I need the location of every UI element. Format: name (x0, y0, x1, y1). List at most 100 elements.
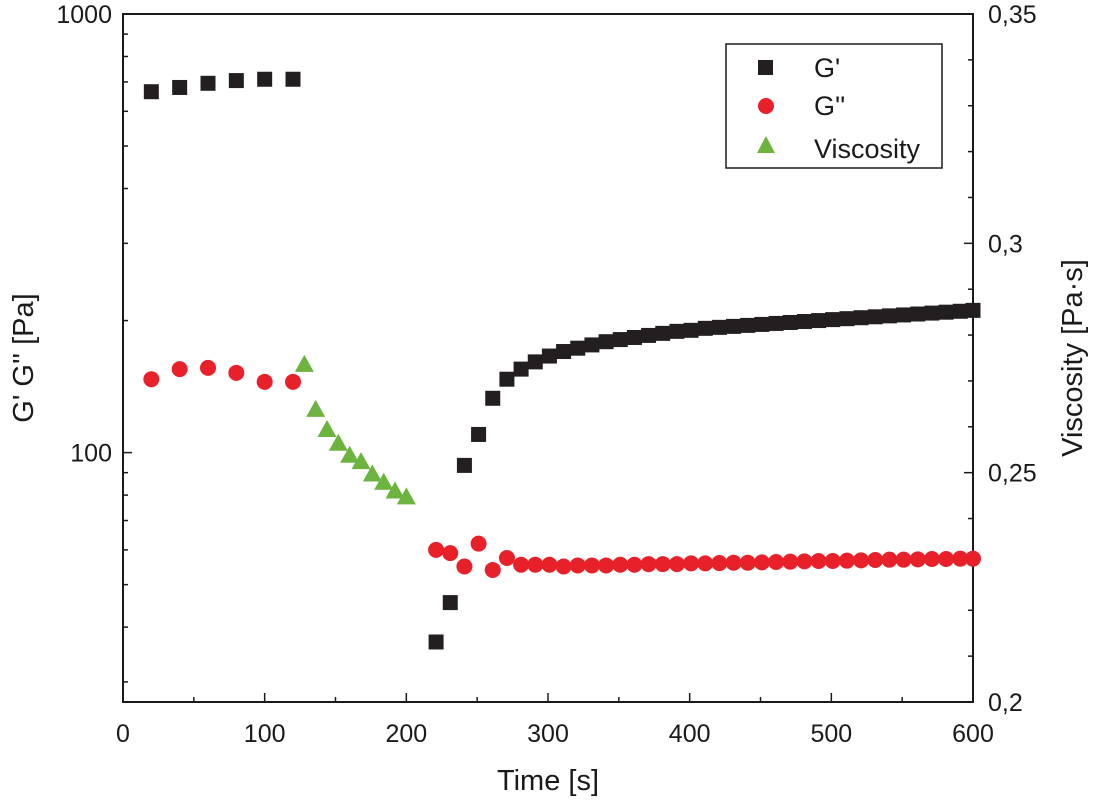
axis-ticks (122, 13, 974, 703)
data-point-g-double-prime (881, 551, 898, 568)
data-point-g-double-prime (668, 556, 685, 573)
data-point-g-double-prime (952, 550, 969, 567)
data-point-g-double-prime (895, 551, 912, 568)
y-right-tick-label: 0,3 (988, 230, 1023, 258)
data-point-g-prime (200, 75, 216, 91)
data-point-g-prime (598, 334, 614, 350)
data-point-g-double-prime (711, 555, 728, 572)
data-point-g-prime (285, 71, 301, 87)
data-point-g-prime (853, 310, 869, 326)
data-point-g-prime (485, 390, 501, 406)
data-point-g-prime (172, 79, 188, 95)
data-point-g-prime (556, 344, 572, 360)
data-point-g-prime (570, 340, 586, 356)
data-point-g-prime (499, 371, 515, 387)
data-point-g-prime (641, 327, 657, 343)
data-point-viscosity (317, 420, 337, 438)
data-point-g-prime (726, 318, 742, 334)
y-right-tick-label: 0,35 (988, 1, 1037, 29)
x-tick-label: 600 (952, 720, 994, 748)
x-tick-label: 200 (385, 720, 427, 748)
data-point-g-double-prime (909, 551, 926, 568)
data-point-g-prime (881, 308, 897, 324)
data-point-g-double-prime (256, 373, 273, 390)
data-point-g-prime (711, 319, 727, 335)
data-point-g-prime (456, 457, 472, 473)
data-point-g-double-prime (171, 361, 188, 378)
data-point-g-double-prime (739, 554, 756, 571)
data-point-g-prime (768, 315, 784, 331)
data-point-g-prime (754, 316, 770, 332)
data-point-g-double-prime (484, 561, 501, 578)
data-point-g-double-prime (626, 556, 643, 573)
data-point-g-double-prime (725, 554, 742, 571)
data-point-g-double-prime (768, 554, 785, 571)
data-point-g-double-prime (200, 359, 216, 376)
data-point-g-double-prime (428, 541, 445, 558)
data-point-g-double-prime (923, 551, 940, 568)
data-point-g-double-prime (285, 373, 301, 390)
legend-label-g-double-prime: G'' (814, 91, 845, 121)
data-point-g-double-prime (640, 556, 657, 573)
data-point-g-double-prime (753, 554, 770, 571)
data-point-g-double-prime (838, 552, 855, 569)
data-point-viscosity (374, 472, 394, 490)
data-point-g-prime (740, 317, 756, 333)
data-point-g-prime (257, 71, 273, 87)
legend-marker-g-double-prime (758, 98, 774, 114)
x-tick-label: 500 (810, 720, 852, 748)
x-axis-title: Time [s] (497, 765, 599, 797)
y-right-tick-label: 0,2 (988, 689, 1023, 717)
data-point-g-prime (612, 332, 628, 348)
y-right-tick-label: 0,25 (988, 460, 1037, 488)
data-point-g-prime (513, 361, 529, 377)
data-point-g-double-prime (965, 550, 981, 567)
x-tick-label: 300 (527, 720, 569, 748)
data-point-g-prime (669, 323, 685, 339)
data-point-g-prime (867, 309, 883, 325)
data-point-g-prime (825, 312, 841, 328)
data-point-g-double-prime (683, 555, 700, 572)
data-point-g-double-prime (442, 545, 459, 562)
data-point-g-double-prime (867, 552, 884, 569)
data-point-g-prime (143, 84, 159, 100)
legend-marker-viscosity (757, 136, 775, 153)
data-point-g-double-prime (824, 553, 841, 570)
data-point-g-double-prime (853, 552, 870, 569)
y-axis-right-title: Viscosity [Pa·s] (1057, 259, 1089, 457)
data-point-g-double-prime (498, 550, 515, 567)
data-point-g-double-prime (555, 558, 572, 575)
data-point-g-prime (896, 307, 912, 323)
data-point-viscosity (396, 487, 416, 505)
data-point-g-prime (782, 314, 798, 330)
data-point-g-prime (952, 303, 968, 319)
data-point-g-prime (938, 304, 954, 320)
data-point-g-double-prime (782, 553, 799, 570)
data-point-g-prime (683, 322, 699, 338)
data-point-g-double-prime (810, 553, 827, 570)
data-point-g-prime (228, 73, 244, 89)
data-point-g-double-prime (228, 364, 245, 381)
data-point-viscosity (362, 464, 382, 482)
data-point-g-prime (910, 306, 926, 322)
data-marks (143, 71, 981, 650)
data-point-g-double-prime (938, 551, 955, 568)
data-point-g-prime (697, 320, 713, 336)
data-point-viscosity (385, 481, 405, 499)
x-tick-label: 100 (244, 720, 286, 748)
data-point-g-prime (924, 305, 940, 321)
y-left-tick-label: 100 (70, 440, 112, 468)
data-point-viscosity (306, 399, 326, 417)
y-left-tick-label: 1000 (56, 1, 112, 29)
x-tick-label: 400 (669, 720, 711, 748)
data-point-g-prime (471, 426, 487, 442)
data-point-g-double-prime (470, 535, 487, 552)
data-point-g-double-prime (598, 557, 615, 574)
data-point-g-double-prime (796, 553, 813, 570)
data-point-g-prime (796, 314, 812, 330)
series-0 (143, 71, 981, 650)
series-2 (294, 354, 416, 505)
data-point-g-prime (965, 302, 981, 318)
data-point-viscosity (351, 452, 371, 470)
